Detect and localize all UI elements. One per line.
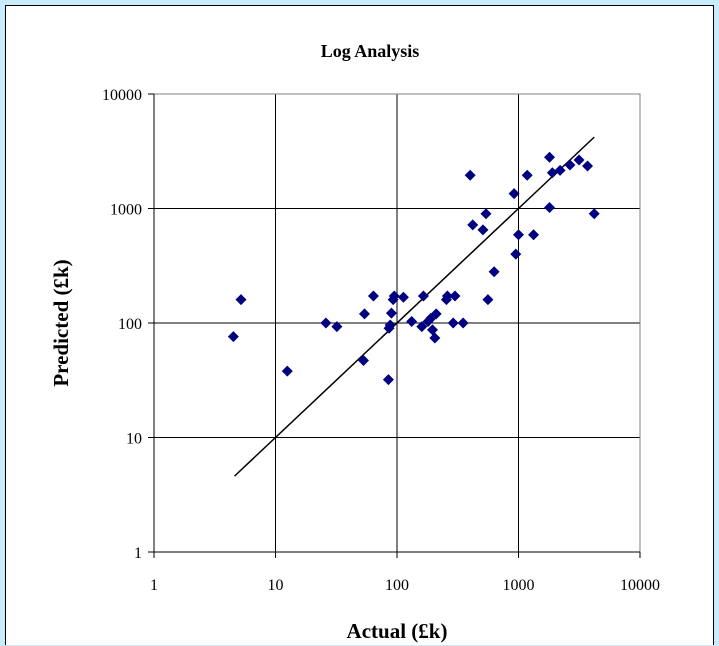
data-point xyxy=(582,160,594,172)
data-point xyxy=(358,308,370,320)
data-point xyxy=(544,202,556,214)
data-point xyxy=(449,290,461,302)
data-point xyxy=(528,229,540,241)
chart-area: Log Analysis 1 10 100 1000 10000 1 10 100 1000 1… xyxy=(5,5,714,645)
data-point xyxy=(417,290,429,302)
x-axis-label: Actual (£k) xyxy=(347,619,448,643)
data-point xyxy=(331,321,343,333)
data-point xyxy=(510,248,522,260)
data-point xyxy=(480,208,492,220)
data-point xyxy=(430,308,442,320)
trendline xyxy=(234,136,595,477)
y-tick-label: 10000 xyxy=(102,87,142,104)
y-tick-label: 1000 xyxy=(110,202,142,219)
data-point xyxy=(554,164,566,176)
data-point xyxy=(320,317,332,329)
data-point xyxy=(427,324,439,336)
data-point xyxy=(508,188,520,200)
data-point xyxy=(384,319,396,331)
data-point xyxy=(544,151,556,163)
data-point xyxy=(447,317,459,329)
data-point xyxy=(367,290,379,302)
data-point xyxy=(406,316,418,328)
data-point xyxy=(588,208,600,220)
x-tick-label: 100 xyxy=(385,577,409,594)
x-tick-label: 1000 xyxy=(503,577,535,594)
data-point xyxy=(416,321,428,333)
data-point xyxy=(513,229,524,241)
x-tick-label: 10000 xyxy=(620,577,660,594)
y-tick-label: 1 xyxy=(134,545,142,562)
chart-title: Log Analysis xyxy=(321,41,420,61)
data-point xyxy=(467,219,479,231)
data-point xyxy=(482,294,494,306)
data-point xyxy=(464,169,476,181)
data-point xyxy=(382,374,394,386)
data-point xyxy=(227,331,239,343)
x-axis: 1 10 100 1000 10000 xyxy=(150,551,660,594)
y-tick-label: 10 xyxy=(126,431,142,448)
data-point xyxy=(357,355,369,367)
trendline-group xyxy=(234,136,595,477)
data-point xyxy=(573,154,585,166)
data-point xyxy=(385,307,397,319)
y-axis: 1 10 100 1000 10000 xyxy=(102,87,155,562)
x-tick-label: 10 xyxy=(268,577,284,594)
data-point xyxy=(564,159,576,171)
data-point xyxy=(235,294,247,306)
y-tick-label: 100 xyxy=(118,316,142,333)
data-point xyxy=(521,169,533,181)
data-point xyxy=(488,266,500,278)
data-point xyxy=(281,365,293,377)
data-point xyxy=(388,290,400,302)
data-point xyxy=(397,291,409,303)
data-point xyxy=(477,224,489,236)
data-points xyxy=(227,151,600,386)
data-point xyxy=(441,290,453,302)
x-tick-label: 1 xyxy=(150,577,158,594)
scatter-chart: Log Analysis 1 10 100 1000 10000 11010010001… xyxy=(49,41,660,643)
data-point xyxy=(457,317,469,329)
y-axis-label: Predicted (£k) xyxy=(49,259,73,386)
data-point xyxy=(429,332,441,344)
